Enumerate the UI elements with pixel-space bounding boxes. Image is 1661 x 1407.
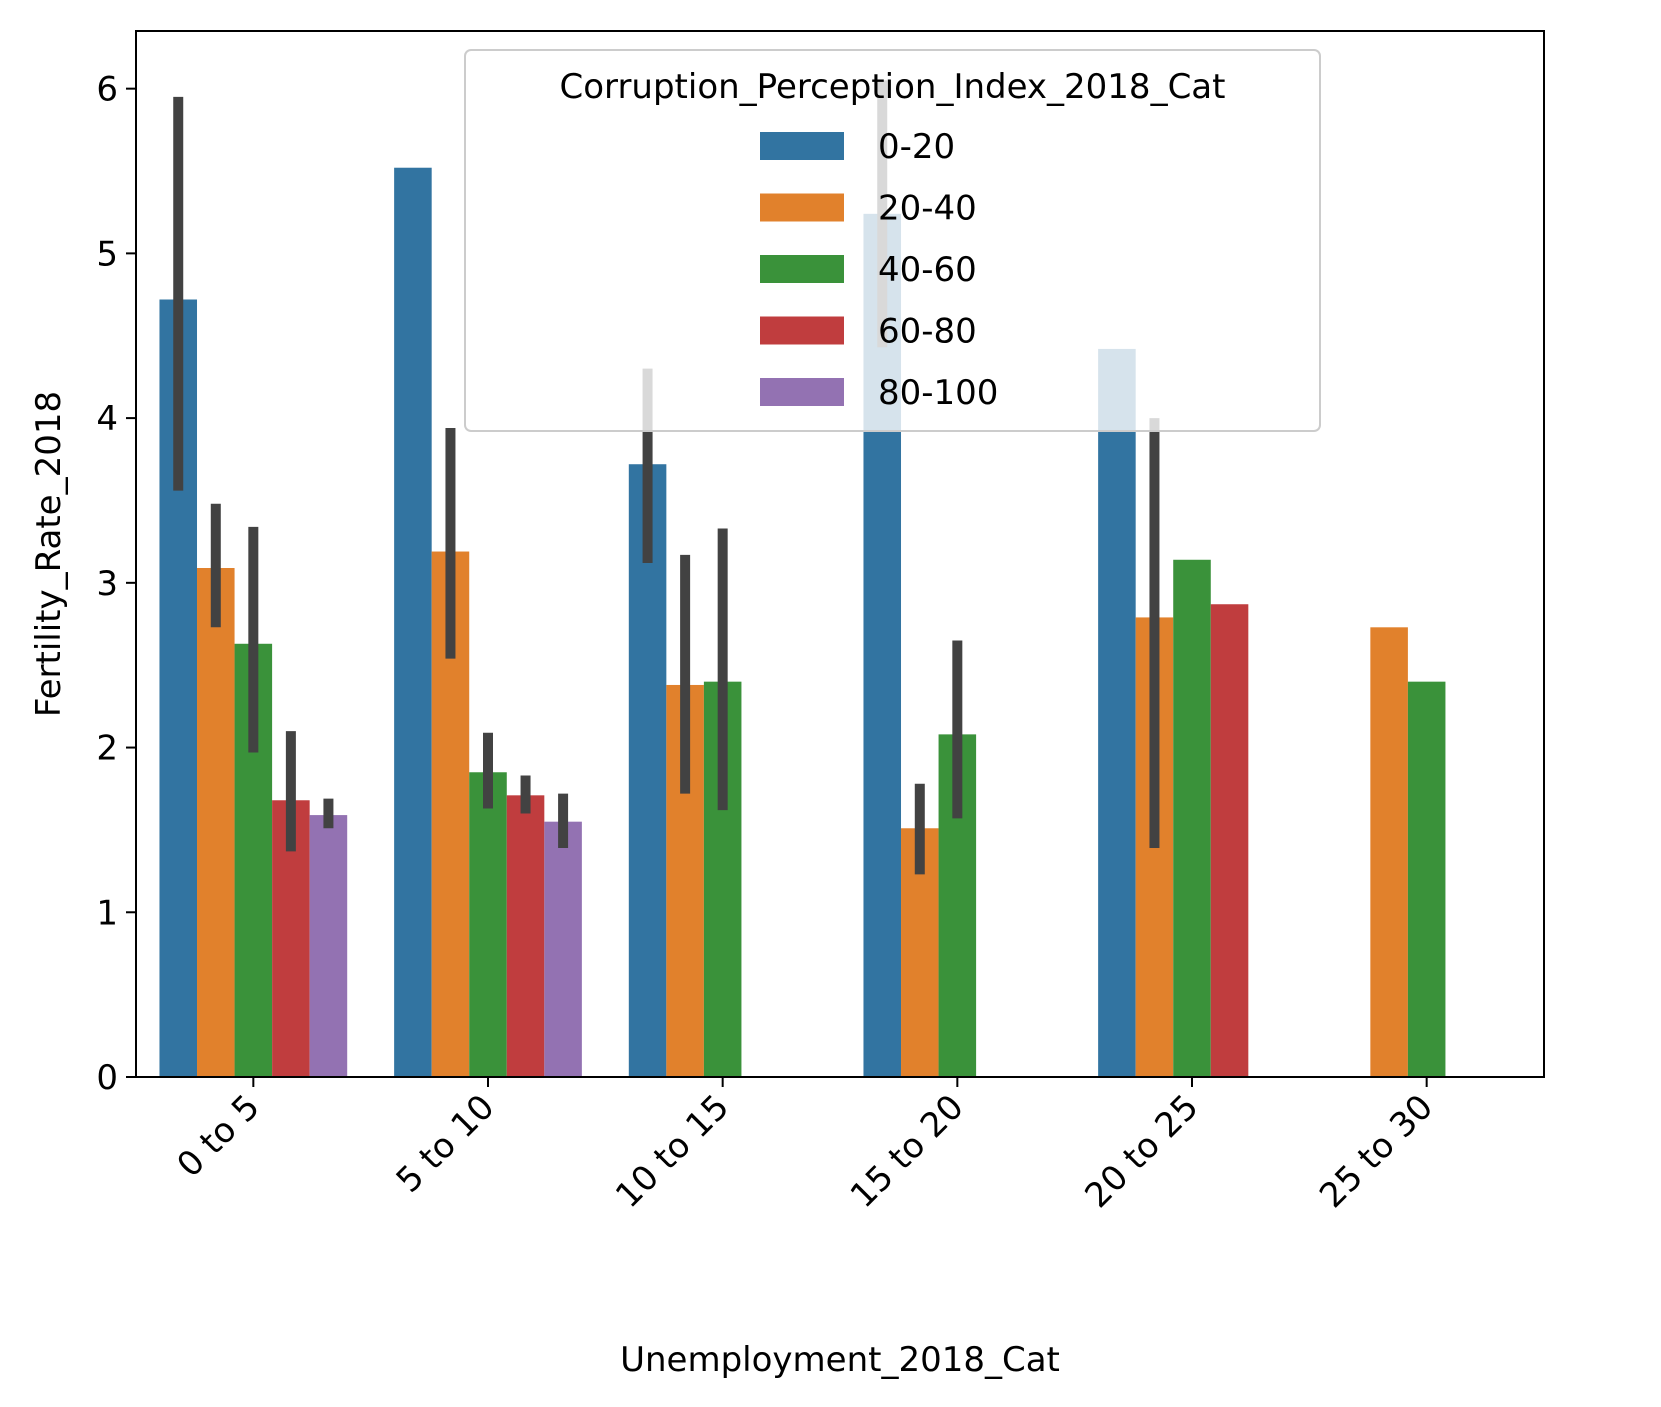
x-tick-label: 0 to 5 xyxy=(169,1087,267,1185)
y-tick-label: 3 xyxy=(96,564,118,604)
bar-0-20-cat-1 xyxy=(394,167,432,1077)
x-tick-label: 15 to 20 xyxy=(843,1087,972,1216)
legend-swatch-80-100 xyxy=(760,378,844,406)
x-tick-label: 10 to 15 xyxy=(608,1087,737,1216)
bar-60-80-cat-4 xyxy=(1210,604,1249,1077)
y-tick-label: 1 xyxy=(96,893,118,933)
bar-20-40-cat-5 xyxy=(1370,627,1408,1077)
legend-label-0-20: 0-20 xyxy=(878,127,955,167)
legend-label-40-60: 40-60 xyxy=(878,250,977,290)
bar-40-60-cat-1 xyxy=(469,772,507,1077)
legend-label-20-40: 20-40 xyxy=(878,189,977,229)
x-tick-label: 20 to 25 xyxy=(1077,1087,1206,1216)
bar-0-20-cat-2 xyxy=(628,464,667,1077)
y-axis-title: Fertility_Rate_2018 xyxy=(29,391,69,717)
x-axis-title: Unemployment_2018_Cat xyxy=(620,1340,1060,1380)
legend-title: Corruption_Perception_Index_2018_Cat xyxy=(560,67,1226,107)
y-tick-label: 4 xyxy=(96,399,118,439)
bar-0-20-cat-4 xyxy=(1098,348,1136,1078)
bar-40-60-cat-4 xyxy=(1173,559,1211,1077)
plot-frame xyxy=(135,30,1545,1078)
legend: Corruption_Perception_Index_2018_Cat 0-20… xyxy=(464,49,1321,432)
legend-label-80-100: 80-100 xyxy=(878,373,998,413)
legend-swatch-20-40 xyxy=(760,193,844,222)
y-tick-label: 5 xyxy=(96,234,118,274)
bar-20-40-cat-0 xyxy=(197,568,235,1077)
bar-40-60-cat-5 xyxy=(1407,681,1446,1077)
legend-box xyxy=(464,49,1321,432)
x-tick-label: 25 to 30 xyxy=(1312,1087,1441,1216)
legend-swatch-60-80 xyxy=(760,316,844,345)
y-tick-label: 6 xyxy=(96,70,118,110)
x-tick-label: 5 to 10 xyxy=(389,1087,503,1201)
bar-60-80-cat-1 xyxy=(506,795,545,1077)
y-tick-label: 2 xyxy=(96,729,118,769)
legend-label-60-80: 60-80 xyxy=(878,312,977,352)
y-tick-label: 0 xyxy=(96,1058,118,1098)
legend-swatch-0-20 xyxy=(760,132,844,160)
bar-80-100-cat-0 xyxy=(309,815,348,1077)
bar-80-100-cat-1 xyxy=(544,821,582,1077)
legend-swatch-40-60 xyxy=(760,255,844,283)
